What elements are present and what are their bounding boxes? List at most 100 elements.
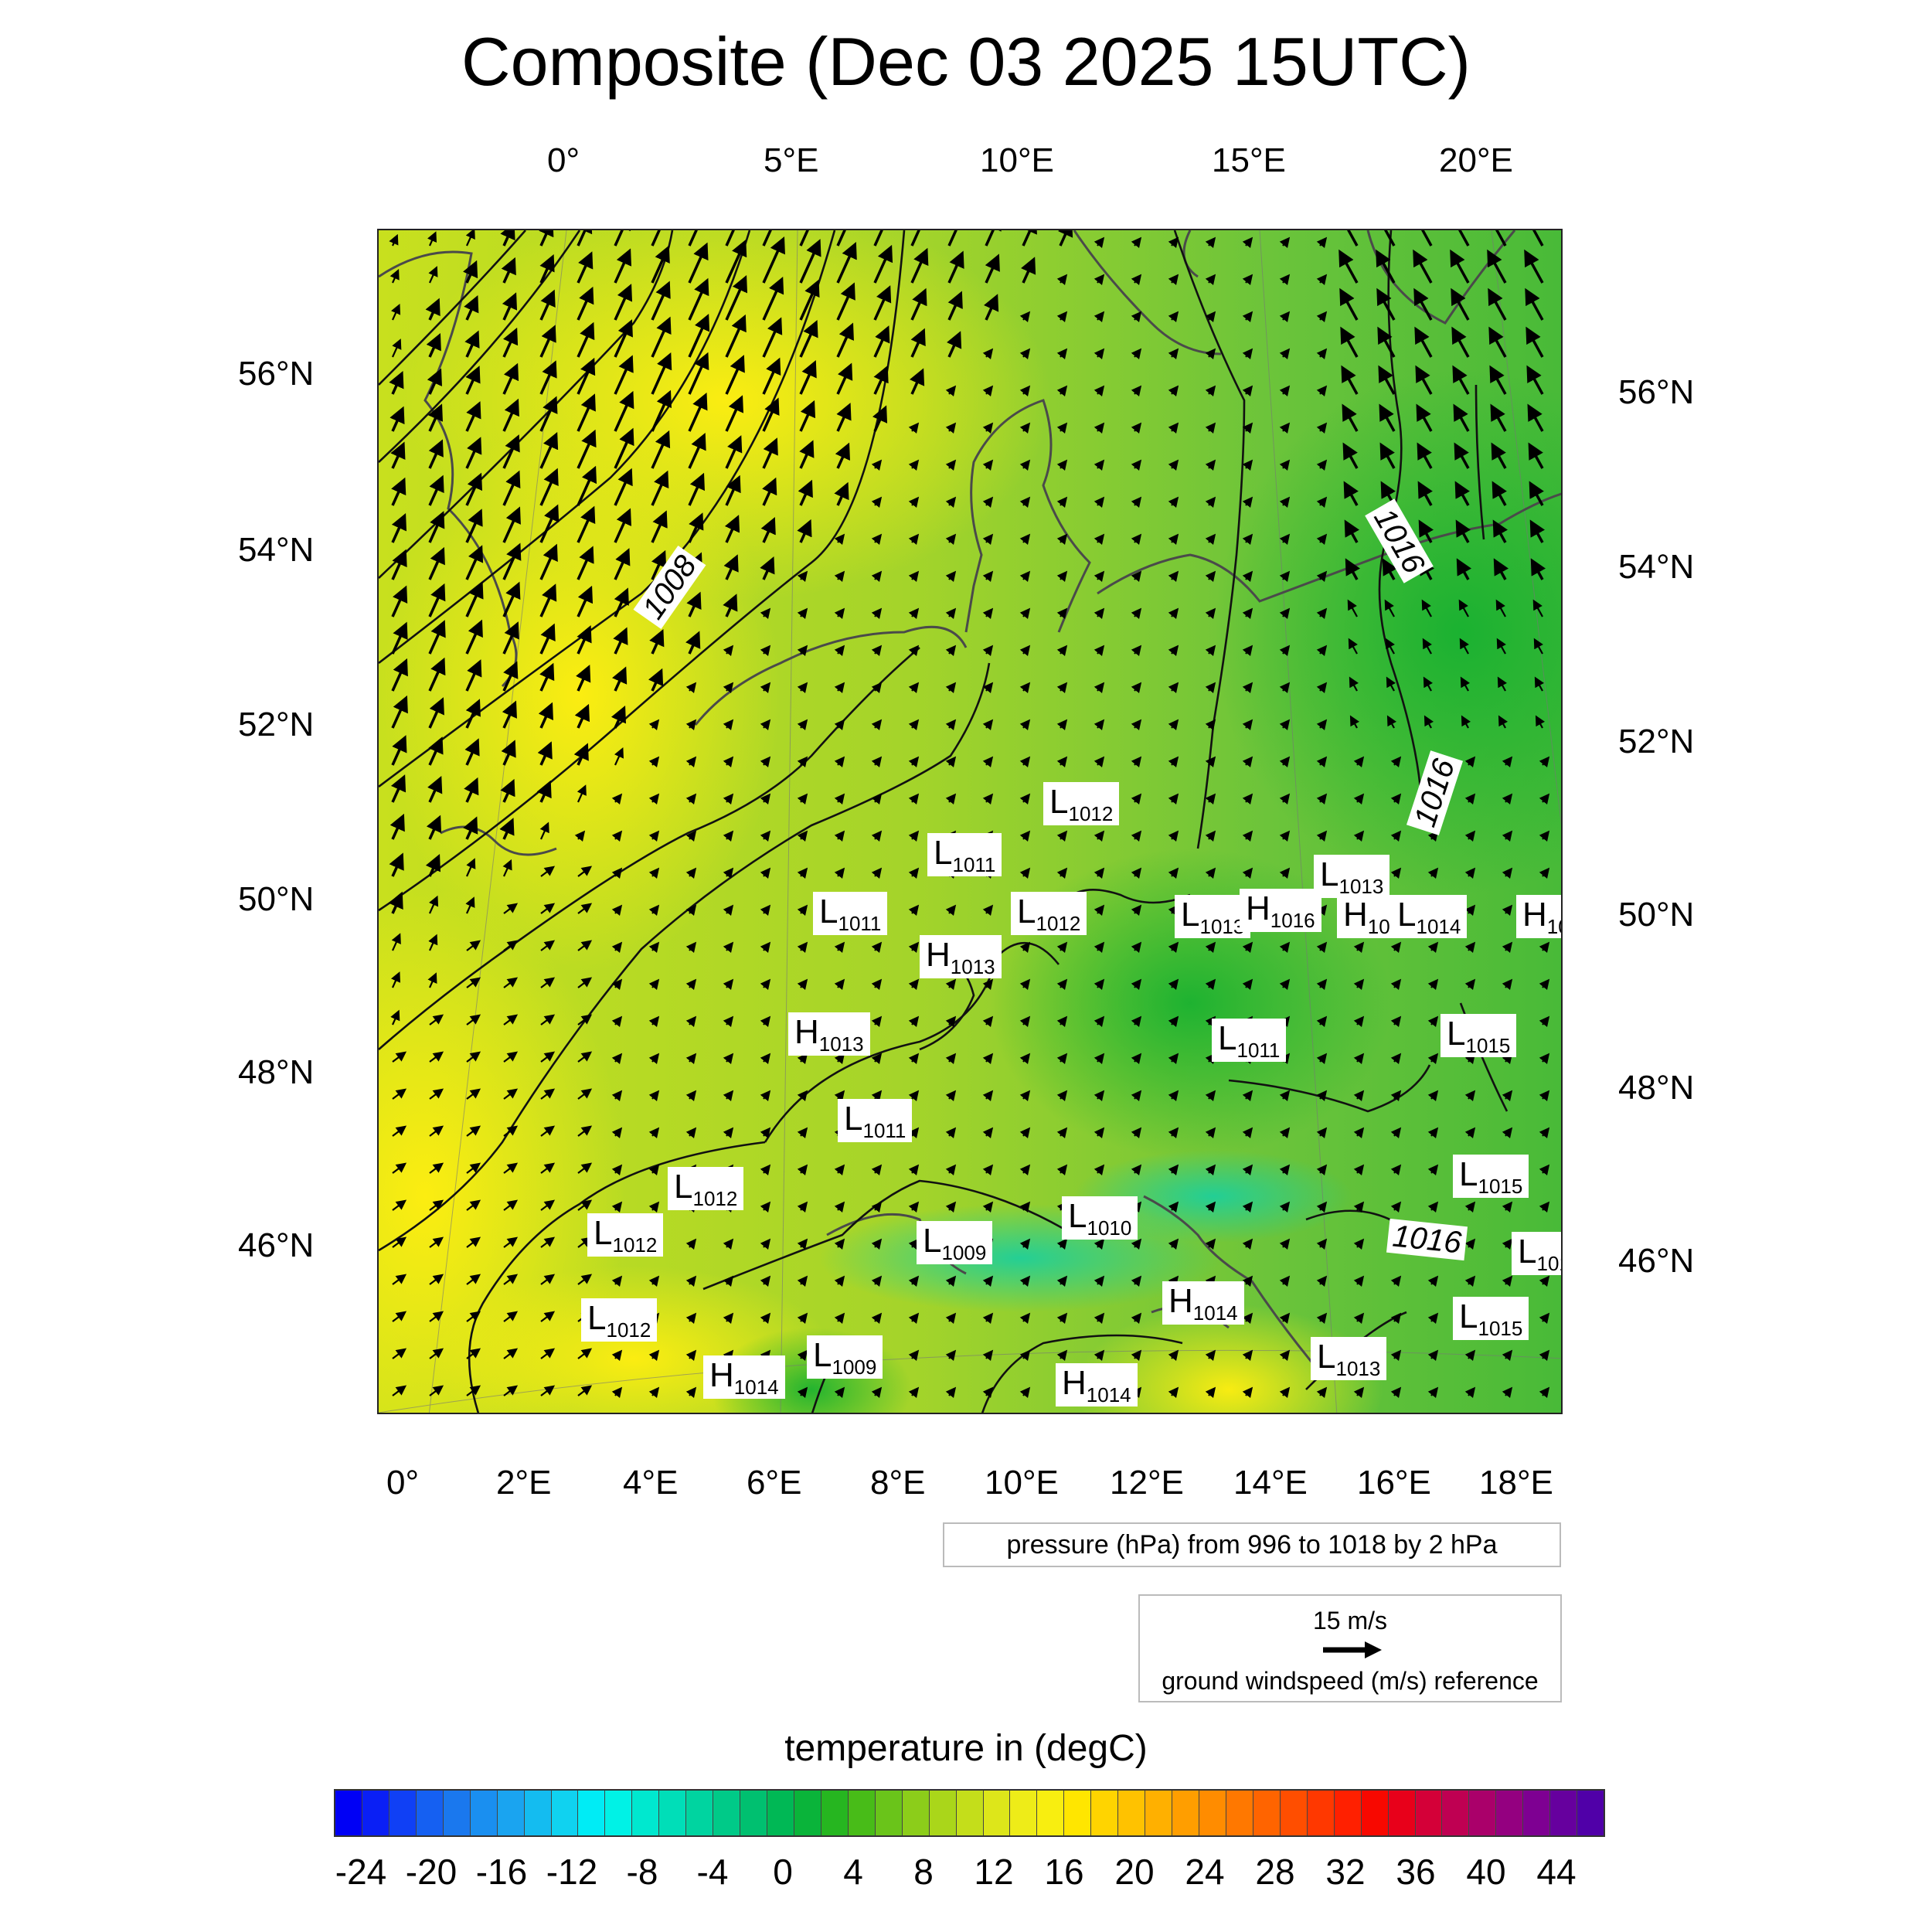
wind-arrow (873, 230, 883, 247)
wind-arrow (1279, 1164, 1291, 1176)
wind-arrow (908, 533, 920, 546)
wind-arrow (1353, 1312, 1365, 1325)
wind-arrow (982, 422, 994, 434)
wind-arrow (908, 1164, 920, 1176)
system-value: 1011 (1236, 1039, 1281, 1062)
wind-arrow (1427, 978, 1439, 991)
wind-arrow (464, 330, 480, 358)
wind-arrow (799, 239, 821, 284)
wind-arrow (1242, 1275, 1253, 1287)
wind-arrow (1539, 756, 1550, 768)
wind-arrow (797, 570, 808, 583)
wind-arrow (1168, 1127, 1179, 1139)
wind-arrow (834, 1386, 845, 1399)
wind-arrow (797, 719, 808, 731)
wind-arrow (1168, 348, 1179, 360)
wind-arrow (648, 756, 660, 768)
left-lat-label: 46°N (238, 1226, 315, 1264)
wind-arrow (1464, 1201, 1476, 1213)
wind-arrow (1525, 287, 1544, 321)
wind-arrow (945, 496, 957, 509)
wind-arrow (834, 570, 845, 583)
wind-arrow (1279, 607, 1291, 620)
wind-arrow (1539, 1053, 1550, 1065)
wind-arrow (648, 941, 660, 954)
wind-arrow (539, 360, 557, 395)
wind-arrow (1539, 1275, 1550, 1287)
wind-arrow (1242, 756, 1253, 768)
wind-arrow (760, 1090, 771, 1102)
wind-arrow (1456, 558, 1472, 580)
wind-arrow (648, 1349, 660, 1362)
wind-arrow (760, 556, 775, 580)
wind-arrow (392, 1274, 407, 1285)
wind-arrow (614, 508, 631, 543)
wind-arrow (1094, 1015, 1105, 1028)
map-title: Composite (Dec 03 2025 15UTC) (461, 23, 1471, 100)
wind-arrow (577, 1385, 593, 1396)
wind-arrow (688, 277, 709, 321)
wind-arrow (1427, 1275, 1439, 1287)
wind-arrow (1168, 385, 1179, 397)
wind-arrow (723, 682, 734, 694)
weather-map[interactable]: L1012 L1011 L1011 L1012 L1013 H1016 L101… (377, 229, 1563, 1414)
wind-arrow (760, 904, 771, 917)
wind-arrow (1056, 756, 1068, 768)
wind-arrow (1242, 978, 1253, 991)
wind-arrow (540, 1311, 556, 1322)
bottom-lon-label: 6°E (747, 1464, 802, 1502)
wind-arrow (982, 1127, 994, 1139)
wind-arrow (1279, 496, 1291, 509)
wind-arrow (723, 978, 734, 991)
wind-arrow (1168, 1201, 1179, 1213)
wind-arrow (1094, 904, 1105, 917)
wind-arrow (1019, 570, 1031, 583)
wind-arrow (723, 1312, 734, 1325)
wind-arrow (1502, 1053, 1513, 1065)
wind-arrow (425, 854, 440, 877)
wind-arrow (685, 1312, 697, 1325)
colorbar-swatch (443, 1791, 471, 1835)
wind-arrow (503, 1348, 519, 1359)
wind-arrow (723, 1015, 734, 1028)
wind-arrow (1205, 385, 1216, 397)
wind-arrow (465, 659, 482, 692)
wind-arrow (762, 236, 785, 284)
wind-arrow (1131, 1090, 1142, 1102)
wind-arrow (1530, 558, 1546, 580)
wind-arrow (947, 250, 964, 284)
wind-arrow (611, 1275, 623, 1287)
wind-arrow (1019, 1090, 1031, 1102)
wind-arrow (1168, 1090, 1179, 1102)
wind-arrow (577, 1014, 593, 1026)
wind-arrow (760, 719, 771, 731)
wind-arrow (1131, 1349, 1142, 1362)
wind-arrow (391, 933, 401, 951)
wind-arrow (540, 977, 556, 988)
wind-arrow (429, 1162, 444, 1174)
wind-arrow (1094, 1090, 1105, 1102)
wind-arrow (945, 1349, 957, 1362)
system-type: H (1522, 896, 1547, 934)
wind-arrow (1279, 1201, 1291, 1213)
wind-arrow (1390, 1015, 1402, 1028)
wind-arrow (1056, 1053, 1068, 1065)
wind-arrow (1464, 1053, 1476, 1065)
wind-reference-speed: 15 m/s (1312, 1607, 1388, 1634)
wind-arrow (577, 429, 597, 469)
wind-arrow (688, 242, 709, 284)
wind-arrow (1528, 442, 1544, 469)
wind-arrow (1345, 558, 1361, 580)
wind-arrow (1353, 793, 1365, 805)
system-type: H (926, 936, 951, 974)
wind-arrow (1205, 533, 1216, 546)
colorbar-swatch (1091, 1791, 1119, 1835)
wind-arrow (651, 316, 672, 358)
wind-arrow (723, 645, 734, 657)
wind-arrow (428, 934, 438, 951)
system-type: L (1218, 1019, 1237, 1057)
colorbar-swatch (1361, 1791, 1389, 1835)
wind-arrow (501, 257, 516, 284)
wind-arrow (429, 1088, 444, 1100)
wind-arrow (685, 904, 697, 917)
